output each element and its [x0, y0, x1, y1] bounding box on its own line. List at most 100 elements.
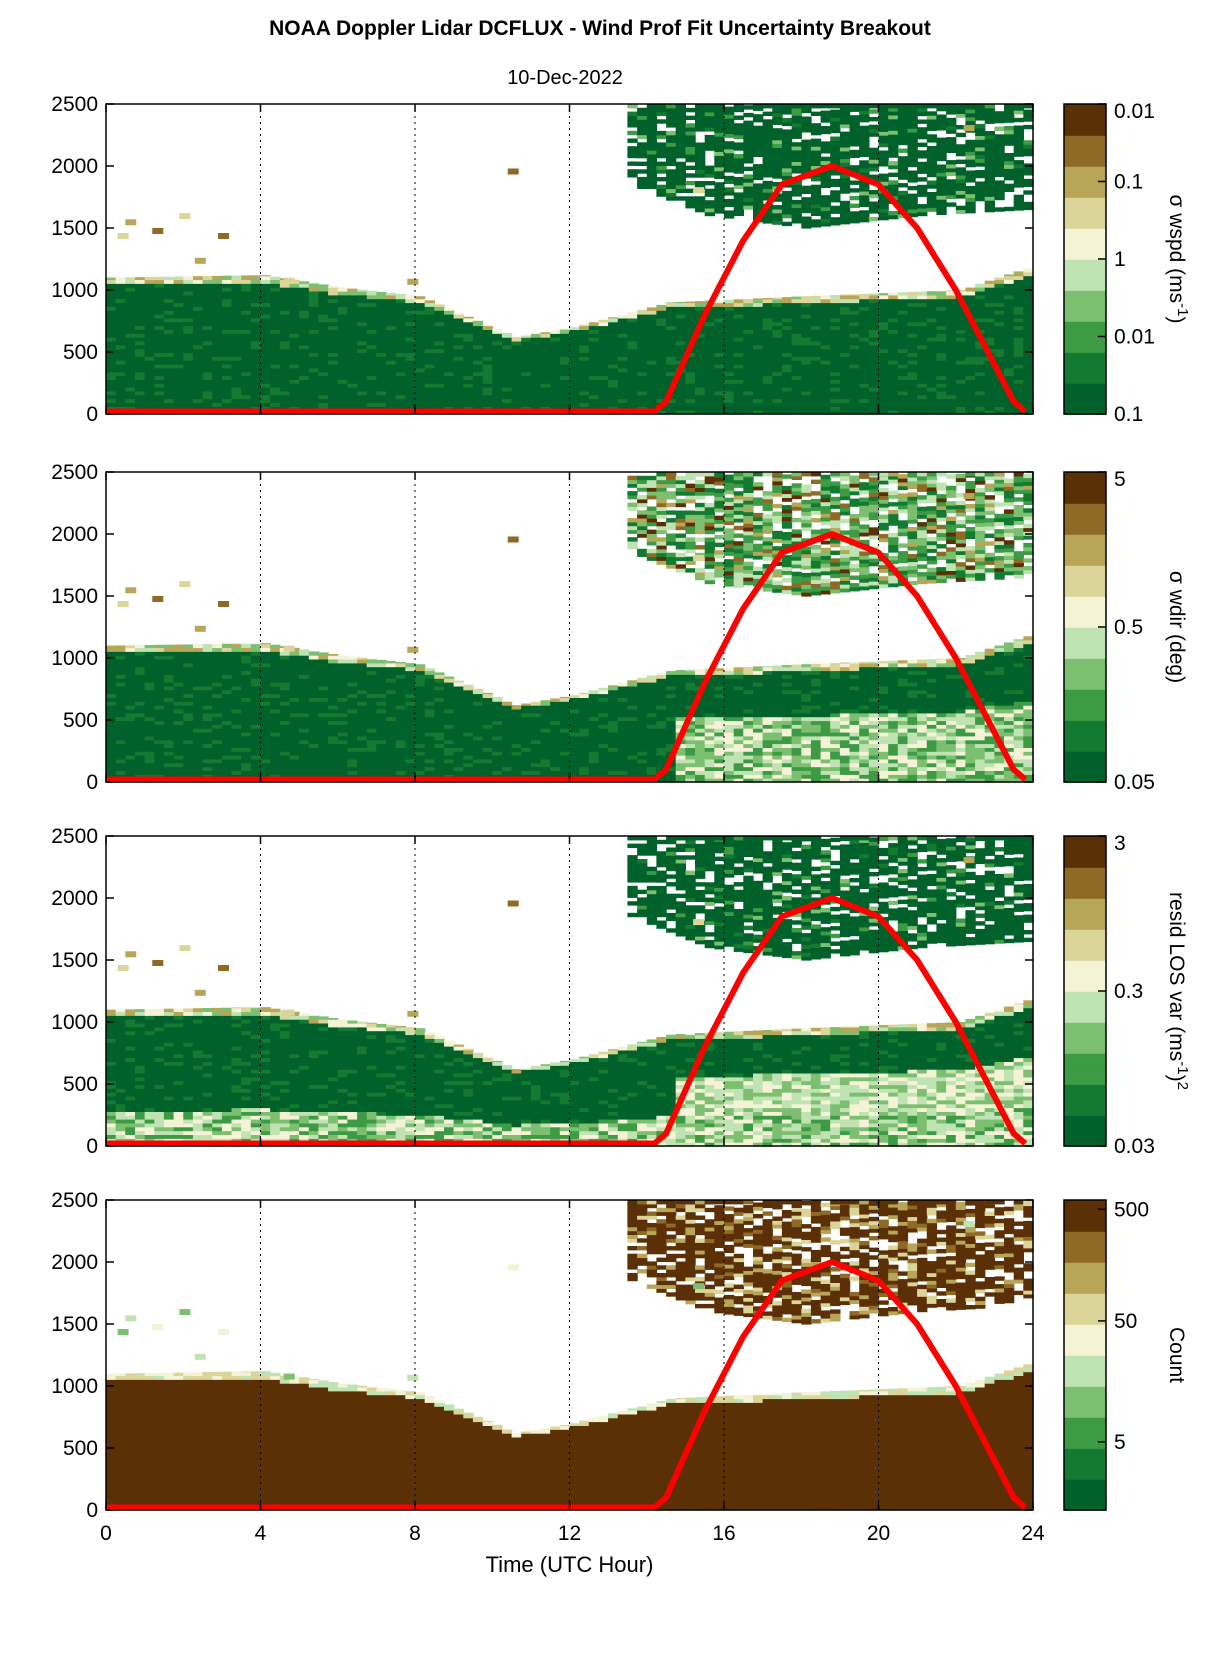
heatmap-cell [453, 317, 464, 323]
heatmap-cell [444, 308, 455, 311]
heatmap-cell [221, 709, 233, 714]
heatmap-cell [453, 352, 464, 357]
colorbar-step [1064, 238, 1106, 245]
heatmap-cell [472, 398, 484, 403]
heatmap-cell [125, 302, 136, 307]
heatmap-cell [685, 196, 696, 201]
heatmap-cell [415, 310, 426, 315]
heatmap-cell [530, 348, 542, 354]
heatmap-cell [328, 398, 339, 403]
heatmap-cell [550, 364, 561, 369]
heatmap-cell [849, 122, 860, 128]
heatmap-cell [106, 360, 117, 365]
heatmap-cell [830, 321, 841, 327]
heatmap-cell [366, 294, 377, 300]
heatmap-cell [743, 174, 754, 179]
heatmap-cell [666, 111, 677, 117]
heatmap-cell [125, 314, 136, 319]
heatmap-cell [733, 356, 744, 361]
heatmap-cell [221, 341, 233, 346]
heatmap-cell [424, 300, 435, 304]
heatmap-cell [984, 406, 995, 411]
heatmap-cell [984, 134, 995, 140]
heatmap-cell [656, 161, 667, 166]
heatmap-cell [250, 283, 262, 288]
heatmap-cell [1004, 337, 1015, 342]
heatmap-cell [810, 142, 822, 147]
colorbar-step [1064, 284, 1106, 291]
heatmap-cell [299, 387, 310, 392]
heatmap-cell [1013, 206, 1024, 211]
heatmap-cell [627, 371, 638, 377]
heatmap-cell [221, 751, 233, 756]
heatmap-cell [250, 732, 262, 737]
heatmap-cell [946, 291, 957, 296]
heatmap-cell [849, 188, 860, 193]
heatmap-cell [221, 321, 233, 327]
heatmap-cell [289, 697, 300, 702]
heatmap-cell [183, 356, 194, 361]
heatmap-cell [830, 151, 841, 157]
heatmap-cell [125, 287, 136, 292]
heatmap-cell [135, 755, 146, 760]
heatmap-cell [299, 298, 310, 304]
heatmap-cell [724, 141, 735, 146]
heatmap-cell [163, 662, 175, 668]
heatmap-cell [501, 356, 513, 361]
heatmap-cell [434, 360, 445, 365]
heatmap-cell [965, 352, 976, 357]
heatmap-cell [810, 329, 822, 334]
heatmap-cell [115, 751, 126, 756]
heatmap-cell [646, 383, 658, 388]
heatmap-cell [907, 128, 918, 133]
heatmap-cell [743, 337, 754, 342]
heatmap-cell [212, 390, 223, 396]
heatmap-cell [975, 123, 986, 129]
heatmap-cell [289, 712, 300, 718]
heatmap-cell [820, 110, 831, 115]
heatmap-cell [270, 371, 281, 377]
heatmap-cell [144, 364, 155, 369]
heatmap-cell [666, 154, 677, 159]
heatmap-cell [221, 344, 233, 350]
heatmap-cell [250, 310, 262, 315]
heatmap-cell [530, 352, 542, 357]
heatmap-cell [328, 670, 339, 675]
heatmap-cell [106, 685, 117, 691]
heatmap-cell [666, 314, 677, 319]
heatmap-cell [347, 375, 358, 380]
heatmap-cell [762, 367, 773, 373]
heatmap-cell [521, 387, 532, 392]
heatmap-cell [415, 329, 426, 334]
heatmap-cell [753, 337, 764, 342]
heatmap-cell [212, 762, 223, 768]
heatmap-cell [202, 770, 213, 775]
heatmap-cell [984, 375, 995, 380]
heatmap-cell [772, 220, 783, 225]
heatmap-cell [868, 298, 880, 304]
heatmap-cell [318, 716, 329, 722]
heatmap-cell [337, 735, 349, 741]
heatmap-cell [279, 651, 291, 656]
heatmap-cell [820, 183, 831, 188]
heatmap-cell [695, 169, 706, 174]
heatmap-cell [270, 294, 281, 300]
heatmap-cell [135, 390, 146, 396]
heatmap-cell [405, 295, 416, 300]
heatmap-cell [183, 728, 194, 733]
heatmap-cell [183, 348, 194, 354]
heatmap-cell [463, 321, 474, 327]
heatmap-cell [791, 123, 802, 128]
heatmap-cell [501, 352, 513, 357]
heatmap-cell [279, 379, 291, 384]
heatmap-cell [762, 165, 773, 170]
heatmap-cell [337, 693, 349, 698]
heatmap-cell [106, 732, 117, 737]
heatmap-cell [598, 352, 609, 357]
heatmap-cell [405, 402, 416, 407]
heatmap-cell [936, 104, 947, 109]
heatmap-cell [965, 402, 976, 407]
heatmap-cell [212, 367, 223, 373]
heatmap-cell [135, 770, 146, 775]
